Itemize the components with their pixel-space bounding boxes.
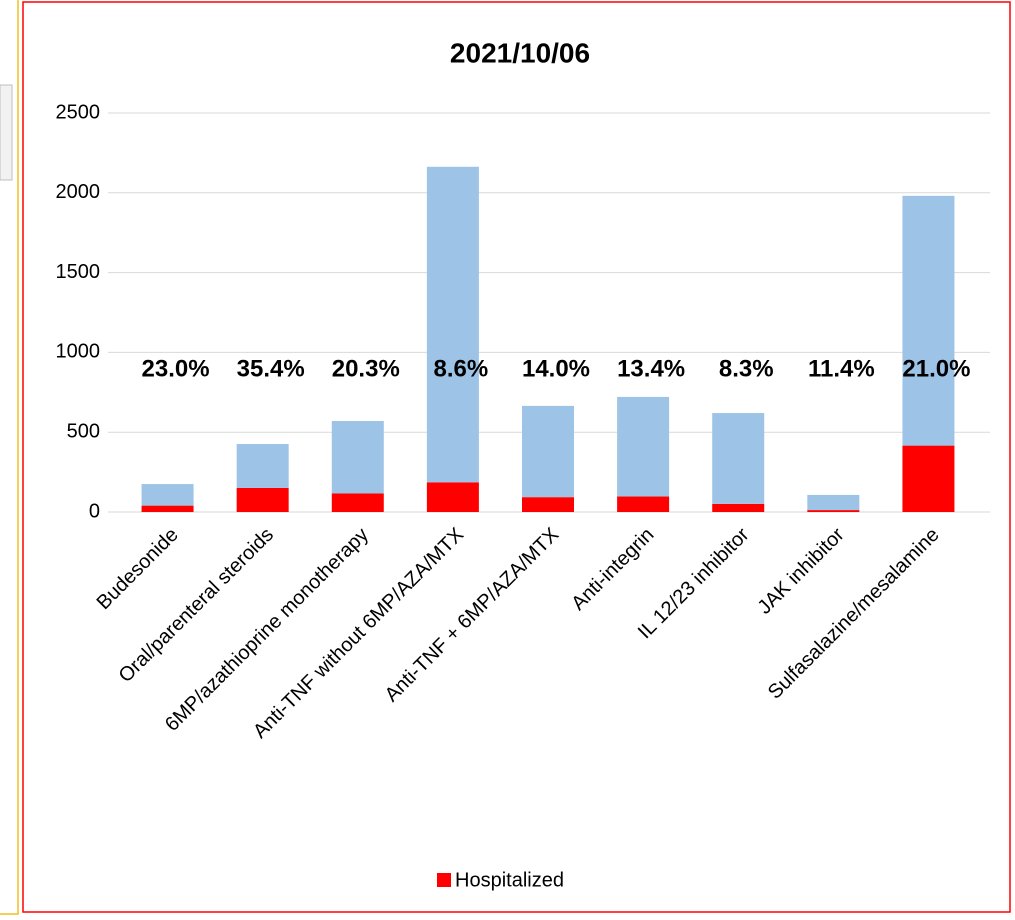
- bar-segment: [522, 497, 574, 512]
- y-tick-label: 0: [89, 500, 100, 522]
- y-tick-label: 500: [67, 420, 100, 442]
- bar-segment: [807, 494, 860, 511]
- bar-segment: [331, 493, 384, 512]
- y-tick-label: 2000: [56, 181, 101, 203]
- chart-frame: [22, 1, 1011, 913]
- legend-swatch: [437, 873, 451, 887]
- bar-segment: [712, 413, 765, 504]
- side-panel: [0, 0, 19, 915]
- bar-segment: [617, 396, 670, 497]
- annotation: 14.0%: [522, 355, 590, 382]
- bar-segment: [141, 505, 194, 512]
- bar-segment: [902, 445, 955, 512]
- legend-label: Hospitalized: [455, 869, 564, 891]
- annotation: 13.4%: [617, 355, 685, 382]
- bar-segment: [522, 405, 574, 498]
- bar-segment: [807, 510, 860, 512]
- chart-title: 2021/10/06: [450, 37, 590, 68]
- bar-segment: [426, 482, 479, 512]
- annotation: 20.3%: [332, 355, 400, 382]
- annotation: 8.3%: [719, 355, 774, 382]
- annotation: 11.4%: [808, 355, 875, 382]
- bar-segment: [141, 484, 194, 506]
- bar-segment: [426, 166, 479, 483]
- annotation: 23.0%: [142, 355, 210, 382]
- annotation: 8.6%: [434, 355, 489, 382]
- annotation: 35.4%: [237, 355, 305, 382]
- bar-segment: [236, 444, 289, 488]
- side-box: [0, 84, 13, 181]
- bar-segment: [617, 496, 670, 512]
- bar-segment: [331, 421, 384, 494]
- bar-segment: [712, 503, 765, 512]
- y-tick-label: 2500: [56, 101, 101, 123]
- y-tick-label: 1500: [56, 261, 101, 283]
- bar-segment: [902, 195, 955, 446]
- annotation: 21.0%: [902, 355, 970, 382]
- bar-segment: [236, 487, 289, 512]
- y-tick-label: 1000: [56, 341, 101, 363]
